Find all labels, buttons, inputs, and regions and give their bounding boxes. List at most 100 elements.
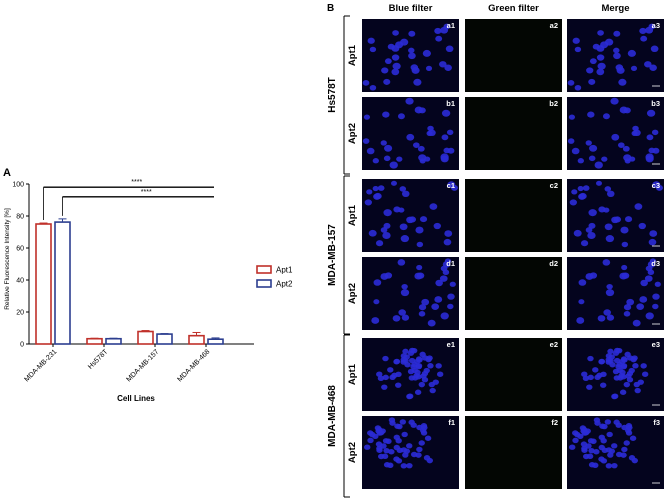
bar-apt1-2: [137, 330, 154, 345]
panel-label: c1: [447, 181, 455, 190]
panel-label: d3: [651, 259, 660, 268]
nucleus: [444, 64, 452, 71]
nucleus: [598, 444, 605, 451]
nucleus: [645, 312, 654, 320]
nucleus: [596, 45, 605, 52]
nucleus: [414, 389, 422, 395]
nucleus: [620, 452, 627, 458]
nucleus: [648, 238, 657, 246]
nucleus: [567, 138, 575, 144]
nucleus: [405, 97, 414, 105]
nucleus: [384, 58, 392, 65]
nucleus: [619, 389, 627, 395]
nucleus: [593, 417, 601, 423]
nucleus: [447, 293, 455, 300]
nucleus: [651, 129, 659, 136]
nucleus: [623, 381, 631, 388]
nucleus: [581, 371, 588, 377]
nucleus: [588, 462, 596, 468]
panel-label: a2: [550, 21, 558, 30]
bar-apt2-1: [105, 337, 122, 345]
nucleus: [416, 446, 423, 453]
legend-label-apt2: Apt2: [276, 280, 293, 289]
image-grid: Hs578T Apt1 a1 a2 a3 Apt2 b1 b2 b3 MDA-MB-157 Apt1…: [327, 15, 664, 498]
nucleus: [435, 363, 442, 369]
nucleus: [400, 353, 408, 359]
nucleus: [611, 216, 619, 224]
nucleus: [380, 140, 387, 146]
nucleus: [393, 444, 400, 451]
nucleus: [644, 275, 653, 282]
nucleus: [395, 438, 402, 444]
nucleus: [604, 419, 612, 425]
panel-a-bar-chart: A Relative Fluorescence Intensity [%] Ce…: [3, 167, 293, 403]
cell-line-label: MDA-MB-468: [327, 385, 338, 447]
nucleus: [600, 371, 607, 378]
nucleus: [631, 130, 638, 136]
nucleus: [634, 203, 643, 210]
legend-swatch-apt1: [256, 265, 272, 274]
y-tick-label: 60: [16, 246, 24, 253]
nucleus: [617, 375, 624, 381]
nucleus: [629, 435, 637, 441]
nucleus: [618, 78, 627, 86]
nucleus: [640, 35, 648, 42]
bar-apt2-0: [54, 221, 71, 345]
nucleus: [601, 156, 608, 162]
nucleus: [571, 189, 578, 195]
nucleus: [406, 393, 413, 400]
panel-a-letter: A: [3, 167, 11, 179]
nucleus: [597, 30, 604, 36]
y-axis-label: Relative Fluorescence Intensity [%]: [4, 208, 11, 310]
nucleus: [631, 457, 638, 464]
nucleus: [383, 155, 391, 162]
nucleus: [442, 269, 450, 276]
nucleus: [646, 109, 656, 117]
nucleus: [418, 304, 427, 311]
nucleus: [445, 45, 454, 53]
nucleus: [431, 303, 440, 310]
x-tick-labels: MDA-MB-231 Hs578T MDA-MB-157 MDA-MB-468: [23, 344, 211, 383]
nucleus: [416, 424, 423, 431]
nucleus: [622, 145, 630, 152]
nucleus: [596, 68, 605, 76]
nucleus: [426, 457, 433, 464]
nucleus: [441, 134, 449, 141]
nucleus: [650, 45, 659, 53]
nucleus: [612, 368, 620, 375]
nucleus: [587, 438, 595, 444]
x-tick-label: Hs578T: [87, 348, 110, 371]
nucleus: [655, 184, 663, 191]
bar-apt2-3: [207, 338, 224, 345]
nucleus: [435, 35, 443, 42]
nucleus: [447, 147, 455, 154]
nucleus: [388, 449, 395, 455]
nucleus: [649, 64, 657, 71]
aptamer-label: Apt1: [347, 44, 358, 66]
nucleus: [588, 222, 596, 229]
nucleus: [621, 446, 628, 453]
nucleus: [366, 147, 375, 155]
nucleus: [577, 158, 584, 164]
nucleus: [440, 153, 449, 161]
nucleus: [607, 348, 614, 355]
panel-b-microscopy-grid: B Blue filter Green filter Merge Hs578T Apt…: [327, 3, 664, 498]
nucleus: [652, 303, 659, 310]
nucleus: [420, 373, 427, 379]
nucleus: [646, 134, 654, 141]
nucleus: [632, 363, 639, 369]
nucleus: [424, 435, 432, 441]
nucleus: [367, 430, 374, 436]
nucleus: [604, 186, 612, 192]
nucleus: [440, 312, 449, 320]
nucleus: [611, 133, 620, 141]
nucleus: [594, 161, 603, 169]
nucleus: [418, 154, 427, 162]
nucleus: [605, 289, 615, 297]
nucleus: [381, 67, 389, 74]
nucleus: [395, 458, 403, 464]
nucleus: [369, 46, 377, 53]
nucleus: [611, 443, 618, 449]
nucleus: [443, 238, 452, 246]
